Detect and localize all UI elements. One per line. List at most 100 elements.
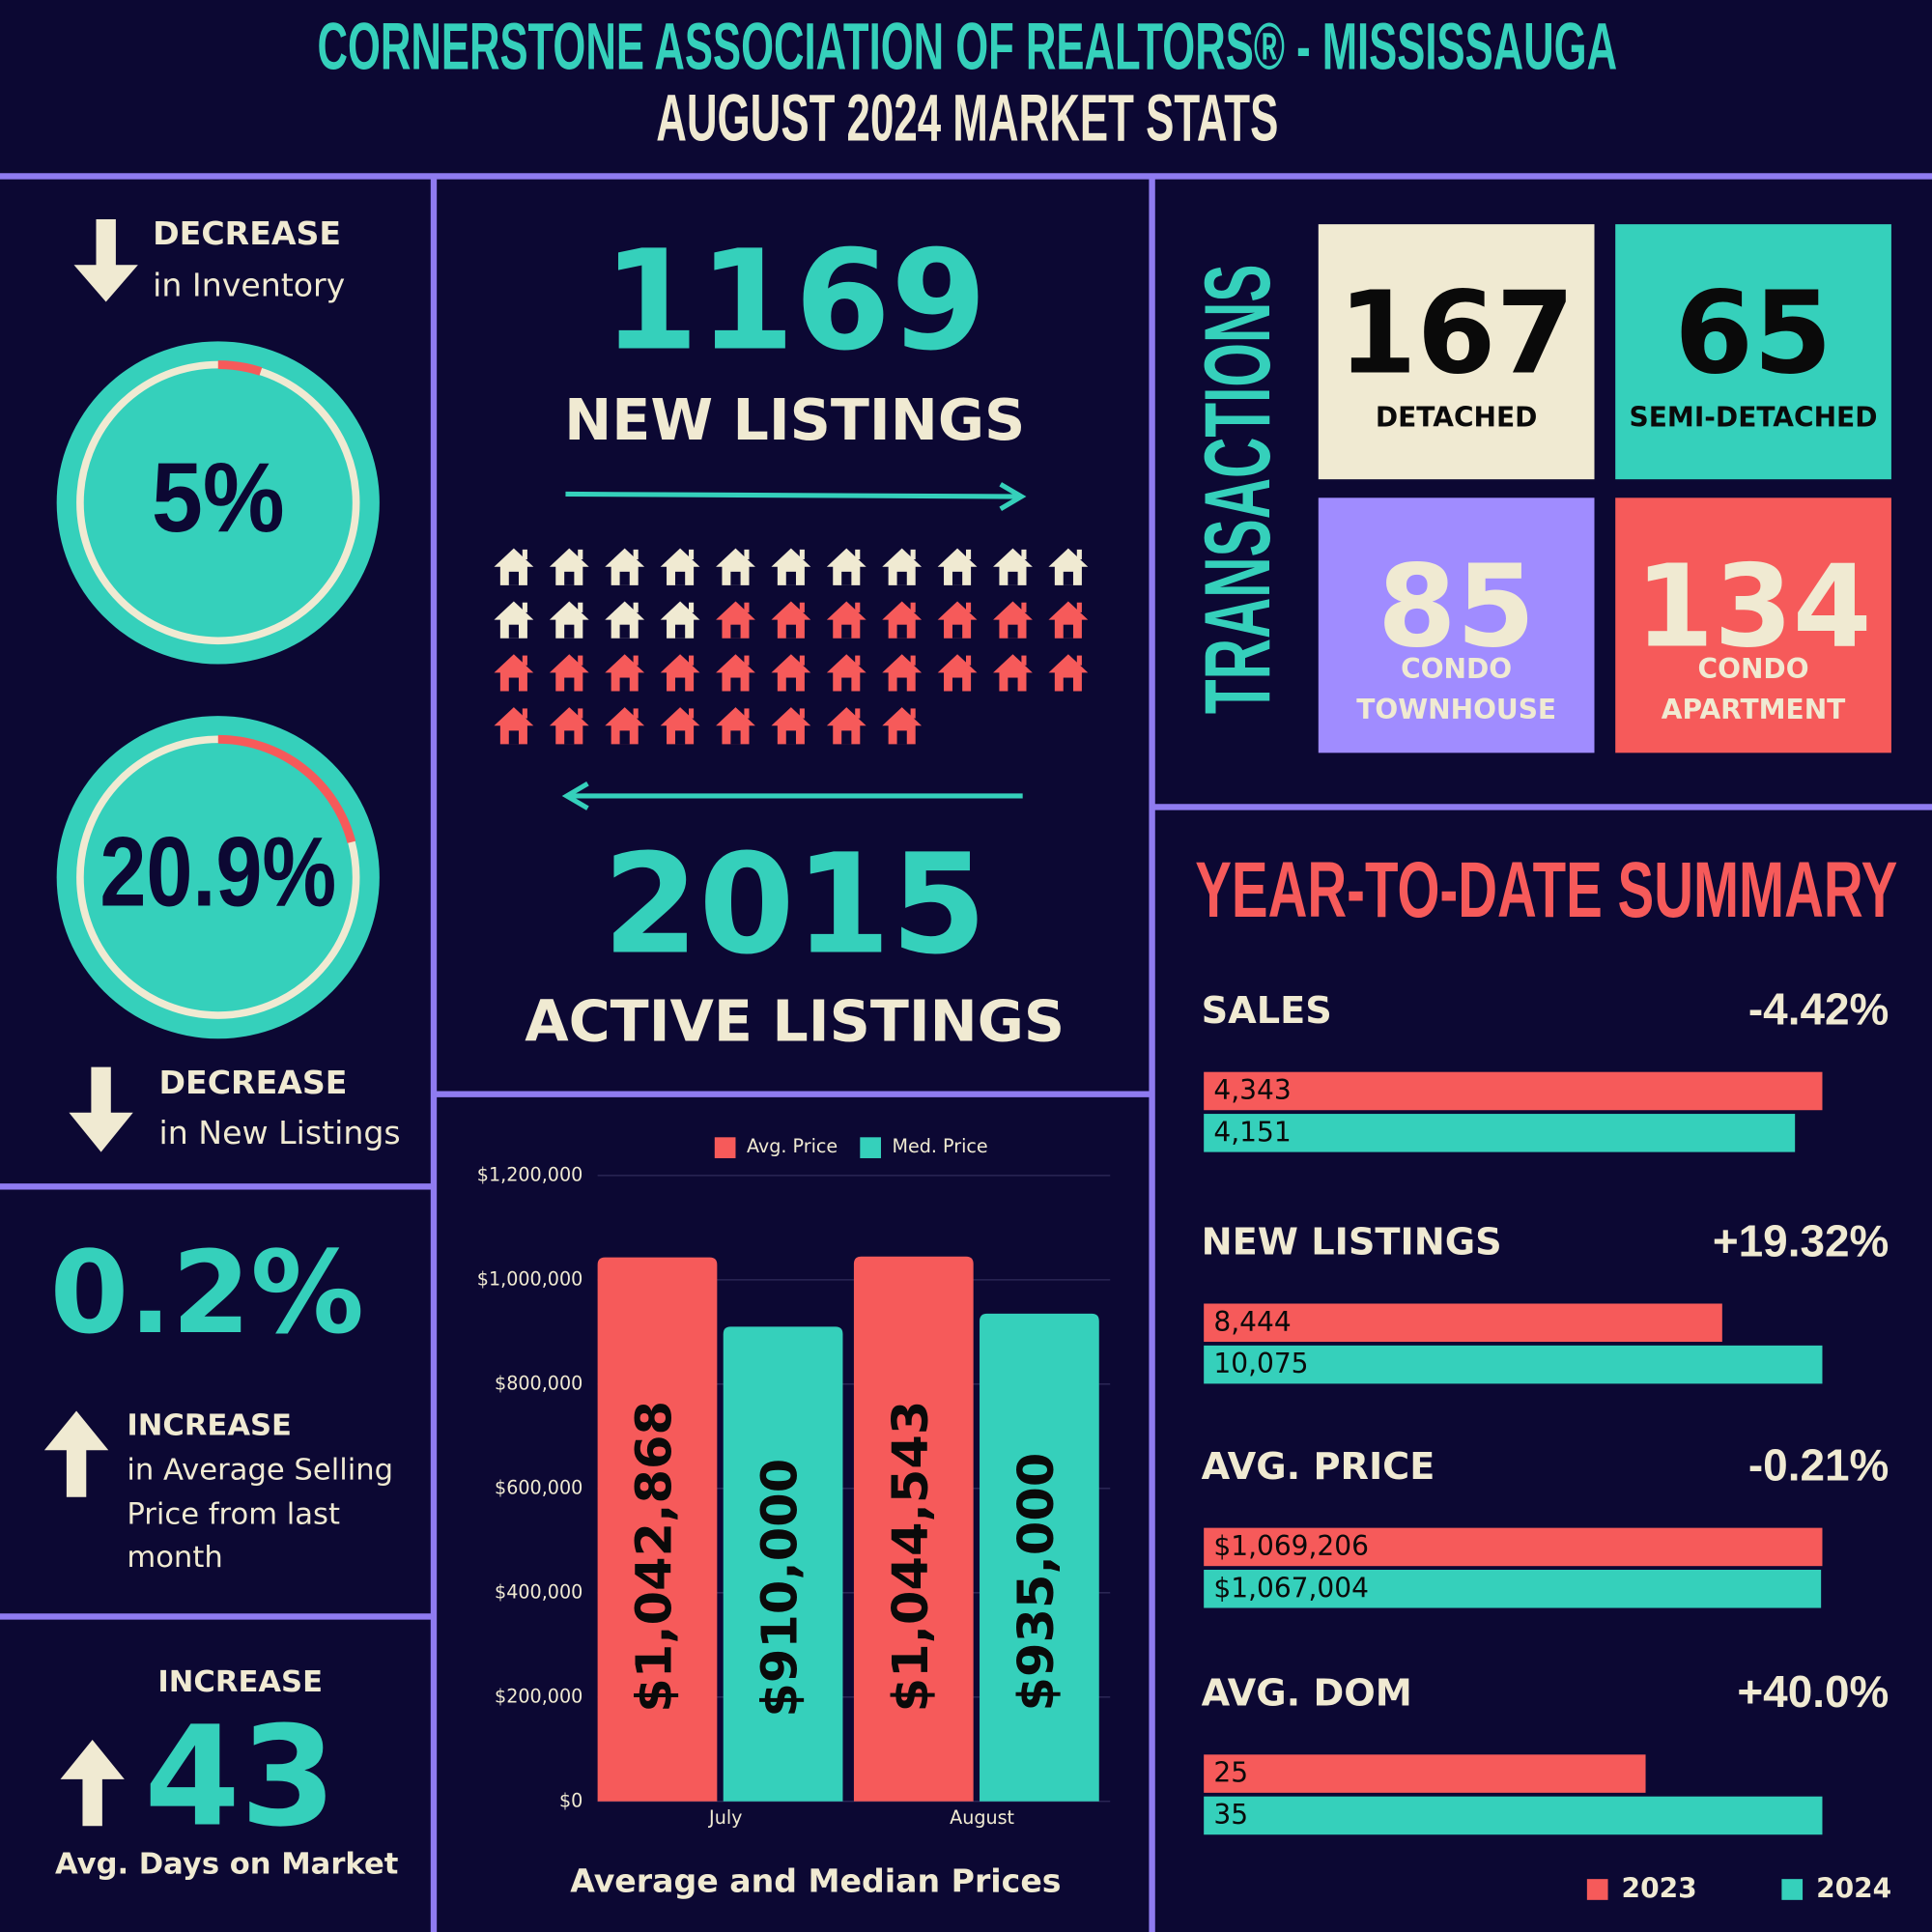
- bar-value-label: $1,042,868: [626, 1401, 683, 1713]
- ring-value: 20.9%: [99, 817, 336, 927]
- change-text: in Inventory: [153, 267, 345, 304]
- house-icon: [605, 654, 645, 692]
- ytd-bar: [1204, 1114, 1796, 1152]
- house-door: [674, 677, 686, 692]
- house-chimney: [744, 602, 750, 612]
- house-icon: [771, 654, 811, 692]
- ytd-summary: YEAR-TO-DATE SUMMARY SALES -4.42% 4,343 4,15…: [1195, 846, 1897, 1905]
- transaction-box: [1318, 224, 1595, 480]
- house-door: [508, 624, 519, 639]
- right-arrow: [565, 482, 1027, 511]
- change-text: in New Listings: [159, 1114, 401, 1151]
- legend-swatch: [1781, 1879, 1804, 1900]
- house-chimney: [1021, 549, 1027, 560]
- house-icon: [826, 548, 867, 585]
- house-door: [674, 571, 686, 585]
- house-icon: [993, 548, 1033, 585]
- new-listings-label: NEW LISTINGS: [564, 387, 1025, 453]
- change-label: INCREASE: [127, 1409, 292, 1443]
- left-arrow: [561, 781, 1023, 810]
- change-label: DECREASE: [153, 214, 341, 252]
- ytd-bar: [1204, 1303, 1722, 1343]
- house-door: [508, 677, 519, 692]
- house-chimney: [855, 602, 861, 612]
- legend-swatch: [714, 1137, 736, 1158]
- house-icon: [605, 601, 645, 639]
- house-chimney: [744, 549, 750, 560]
- house-door: [619, 624, 630, 639]
- house-chimney: [1076, 602, 1082, 612]
- house-chimney: [855, 549, 861, 560]
- house-chimney: [633, 708, 639, 719]
- bar-value-label: $935,000: [1009, 1453, 1065, 1712]
- house-door: [674, 730, 686, 745]
- house-chimney: [1021, 602, 1027, 612]
- bar: [723, 1326, 843, 1802]
- house-icon: [1048, 548, 1089, 585]
- legend-swatch: [1586, 1879, 1608, 1900]
- y-tick-label: $400,000: [495, 1580, 582, 1603]
- change-text: in Average Selling: [127, 1453, 393, 1487]
- house-chimney: [578, 602, 583, 612]
- house-chimney: [1076, 655, 1082, 666]
- house-icon: [826, 654, 867, 692]
- ytd-bar-label: 8,444: [1213, 1306, 1291, 1338]
- house-chimney: [522, 708, 527, 719]
- y-tick-label: $200,000: [495, 1685, 582, 1707]
- house-chimney: [689, 549, 695, 560]
- ytd-bar-label: 25: [1213, 1757, 1248, 1789]
- x-tick-label: July: [708, 1806, 742, 1829]
- house-icon: [937, 548, 978, 585]
- ring: [56, 341, 380, 665]
- house-icon: [716, 548, 755, 585]
- price-chart: $0 $200,000 $400,000 $600,000 $800,000 $1,000…: [477, 1135, 1111, 1899]
- house-icon: [826, 707, 867, 745]
- ytd-bar-label: 10,075: [1213, 1348, 1308, 1379]
- house-chimney: [799, 708, 805, 719]
- transaction-box: [1318, 497, 1595, 753]
- ytd-bar: [1204, 1796, 1823, 1835]
- transaction-label: SEMI-DETACHED: [1630, 402, 1878, 434]
- house-door: [785, 624, 796, 639]
- transaction-label: CONDO: [1401, 653, 1512, 685]
- house-door: [896, 677, 907, 692]
- house-door: [508, 730, 519, 745]
- transaction-value: 167: [1338, 268, 1575, 400]
- transactions: 167DETACHED65SEMI-DETACHED85CONDOTOWNHOU…: [1318, 224, 1891, 753]
- house-icon: [605, 548, 645, 585]
- house-chimney: [1021, 655, 1027, 666]
- ytd-bar: [1204, 1570, 1822, 1608]
- change-text: Price from last: [127, 1497, 340, 1531]
- y-tick-label: $1,000,000: [477, 1267, 583, 1290]
- bar-value-label: $1,044,543: [883, 1401, 940, 1713]
- house-door: [785, 730, 796, 745]
- house-chimney: [744, 655, 750, 666]
- house-door: [1008, 571, 1018, 585]
- house-door: [619, 571, 630, 585]
- house-icon: [937, 601, 978, 639]
- active-listings-label: ACTIVE LISTINGS: [525, 988, 1065, 1054]
- legend-swatch: [860, 1137, 881, 1158]
- house-chimney: [633, 602, 639, 612]
- house-door: [1063, 571, 1073, 585]
- house-chimney: [910, 708, 916, 719]
- down-arrow: [69, 1066, 133, 1152]
- house-chimney: [910, 655, 916, 666]
- ytd-bar: [1204, 1071, 1823, 1111]
- bar: [980, 1313, 1099, 1802]
- transaction-value: 85: [1378, 541, 1535, 673]
- house-door: [508, 571, 519, 585]
- house-door: [841, 730, 852, 745]
- house-icon: [882, 707, 923, 745]
- title: CORNERSTONE ASSOCIATION OF REALTORS® - M…: [317, 10, 1617, 84]
- ytd-category: AVG. PRICE: [1202, 1445, 1435, 1489]
- ytd-bar-label: $1,067,004: [1213, 1572, 1369, 1604]
- ytd-bar: [1204, 1345, 1823, 1384]
- house-icon: [716, 654, 755, 692]
- y-tick-label: $800,000: [495, 1372, 582, 1394]
- house-icon: [605, 707, 645, 745]
- ytd-bar: [1204, 1754, 1646, 1793]
- dom-value: 43: [144, 1696, 336, 1858]
- house-icon: [660, 601, 700, 639]
